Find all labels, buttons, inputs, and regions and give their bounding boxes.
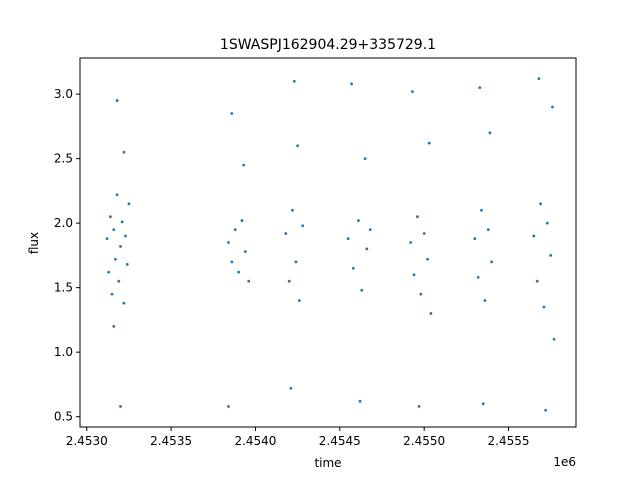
data-point-2 [108,215,112,219]
data-point-69 [545,221,549,225]
data-point-50 [422,232,426,235]
data-point-56 [473,237,477,241]
data-point-42 [368,228,372,232]
data-point-60 [486,228,490,232]
data-point-5 [114,257,117,261]
data-point-25 [230,112,234,115]
data-point-18 [227,241,230,244]
data-point-16 [112,324,116,328]
data-point-14 [115,99,119,102]
data-point-40 [360,288,364,292]
data-point-9 [120,220,124,224]
data-point-36 [296,144,300,148]
data-point-26 [227,404,230,408]
data-point-31 [294,260,298,264]
data-point-37 [346,237,350,241]
data-point-53 [410,90,414,93]
data-point-70 [549,254,553,257]
data-point-68 [542,305,546,309]
y-tick-label-5: 3.0 [54,87,73,101]
data-point-44 [358,399,362,403]
y-axis: 0.5 1.0 1.5 2.0 2.5 3.0 [54,87,80,424]
data-point-39 [356,219,360,222]
x-axis: 2.4530 2.4535 2.4540 2.4545 2.4550 2.4555 [66,427,530,448]
data-point-66 [535,279,539,283]
data-point-49 [419,292,423,296]
data-point-3 [110,292,114,296]
data-point-74 [550,105,554,109]
x-tick-label-5: 2.4555 [488,434,530,448]
data-point-45 [363,157,367,161]
data-point-58 [480,208,483,212]
data-point-32 [297,299,301,302]
data-point-51 [426,257,429,261]
x-axis-label: time [314,456,341,470]
data-point-72 [537,77,541,81]
data-point-11 [124,234,127,238]
plot-area [105,77,556,412]
x-tick-label-3: 2.4545 [319,434,361,448]
data-point-65 [532,234,536,238]
data-point-59 [483,299,487,302]
data-point-52 [429,312,433,315]
data-point-61 [490,260,494,264]
data-point-27 [242,163,246,167]
data-point-62 [478,86,482,90]
data-point-35 [289,386,293,390]
x-tick-label-4: 2.4550 [403,434,445,448]
data-point-22 [240,219,244,222]
data-point-63 [481,402,485,406]
data-point-13 [127,202,131,206]
data-point-73 [544,408,548,412]
axes-frame [79,57,577,428]
data-point-48 [416,215,419,219]
data-point-20 [233,228,237,232]
data-point-55 [427,141,431,145]
data-point-21 [237,270,240,274]
data-point-8 [119,244,122,248]
data-point-71 [552,337,556,341]
y-tick-label-4: 2.5 [54,152,73,166]
data-point-57 [476,275,480,279]
data-point-23 [243,250,247,253]
data-point-29 [287,279,291,283]
data-point-47 [412,273,416,277]
data-point-38 [351,266,355,270]
data-point-6 [115,193,119,197]
data-point-12 [125,263,129,266]
data-point-15 [119,404,122,408]
data-point-28 [284,232,288,235]
data-point-10 [122,301,126,305]
y-tick-label-1: 1.0 [54,345,73,359]
data-point-43 [350,82,354,86]
data-point-46 [409,241,413,244]
y-tick-label-2: 1.5 [54,281,73,295]
data-point-64 [488,131,492,135]
data-point-54 [417,404,421,408]
data-point-19 [230,260,234,264]
x-tick-label-1: 2.4535 [150,434,192,448]
x-offset-label: 1e6 [553,455,576,469]
data-point-34 [292,79,296,83]
data-point-7 [117,279,121,283]
data-point-17 [122,150,126,154]
data-point-0 [105,237,109,241]
data-point-4 [112,228,116,232]
y-tick-label-0: 0.5 [54,410,73,424]
x-tick-label-2: 2.4540 [234,434,276,448]
data-point-41 [365,247,369,251]
data-point-30 [291,208,294,212]
y-tick-label-3: 2.0 [54,216,73,230]
x-tick-label-0: 2.4530 [66,434,108,448]
data-point-67 [539,202,542,206]
y-axis-label: flux [27,232,41,254]
data-point-24 [247,279,251,283]
data-point-1 [107,270,111,274]
chart-title: 1SWASPJ162904.29+335729.1 [220,37,436,53]
data-point-33 [301,224,305,228]
